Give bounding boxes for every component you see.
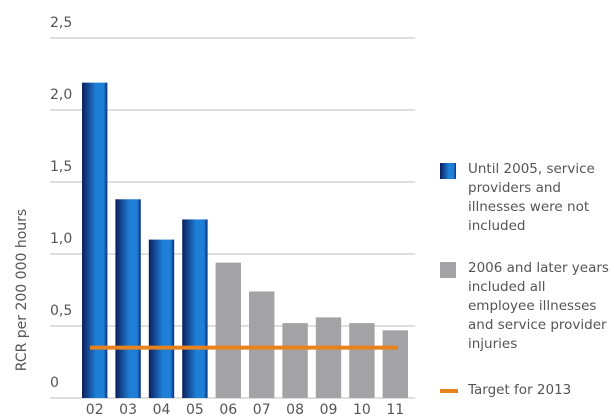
x-tick-label: 02	[86, 402, 104, 417]
x-tick-label: 11	[386, 402, 404, 417]
legend-label: Until 2005, service providers and illnes…	[468, 161, 595, 234]
bar	[315, 317, 342, 398]
legend-swatch	[440, 262, 456, 278]
x-tick-label: 09	[320, 402, 338, 417]
bar	[382, 330, 408, 398]
bar	[215, 262, 241, 398]
legend-label: Target for 2013	[468, 382, 572, 398]
bar	[349, 323, 375, 398]
x-tick-label: 05	[186, 402, 204, 417]
y-tick-label: 0	[50, 375, 59, 391]
x-tick-label: 08	[286, 402, 304, 417]
legend-swatch	[440, 389, 458, 393]
legend-swatch	[440, 163, 456, 179]
bar	[282, 323, 308, 398]
y-tick-label: 2,0	[50, 87, 72, 103]
y-axis-title: RCR per 200 000 hours	[14, 209, 30, 371]
bar	[182, 219, 208, 398]
x-tick-label: 03	[119, 402, 137, 417]
bar	[249, 291, 275, 398]
x-tick-label: 10	[353, 402, 371, 417]
y-tick-label: 0,5	[50, 303, 72, 319]
x-tick-label: 06	[219, 402, 237, 417]
y-tick-label: 2,5	[50, 15, 72, 31]
y-tick-label: 1,0	[50, 231, 72, 247]
legend-label: 2006 and later years included all employ…	[468, 260, 609, 352]
x-tick-label: 04	[153, 402, 171, 417]
x-tick-label: 07	[253, 402, 271, 417]
bar	[115, 199, 141, 398]
bar	[148, 239, 175, 398]
y-tick-label: 1,5	[50, 159, 72, 175]
bar	[82, 82, 108, 398]
